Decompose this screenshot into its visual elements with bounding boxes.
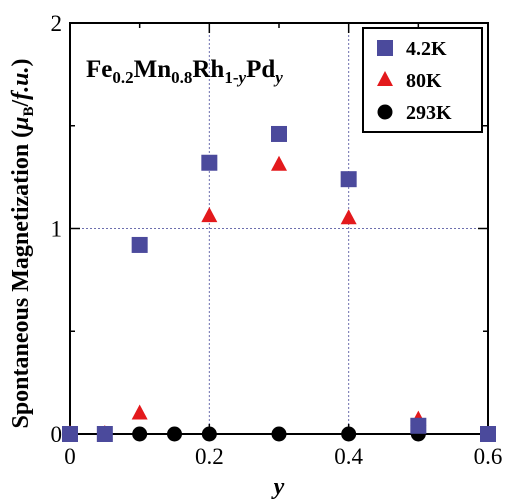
compound-subscript: y [273,68,283,87]
marker-circle [167,426,182,442]
marker-square [480,426,496,442]
legend-entry: 293K [377,102,452,124]
compound-element: Mn [134,56,172,83]
compound-element: Pd [246,56,275,83]
grid-layer [70,23,488,434]
y-axis-title-part: B [21,106,37,116]
legend-label: 293K [406,102,452,124]
y-tick-label: 2 [51,11,63,36]
legend: 4.2K 80K 293K [362,27,483,133]
legend-entries: 4.2K 80K 293K [377,38,452,124]
tick-labels: 0 0.2 0.4 0.6 0 1 2 [51,11,503,469]
compound-subscript: 1- [224,68,239,87]
marker-square [340,171,357,188]
compound-subscript: y [237,68,247,87]
marker-square [131,236,148,253]
y-tick-label: 1 [51,217,63,242]
y-axis-title-part: μ [8,116,34,131]
marker-circle [132,426,148,442]
marker-square [201,154,218,171]
legend-marker-circle [377,104,393,120]
data-markers [62,125,496,442]
marker-circle [201,426,217,442]
marker-circle [271,426,287,442]
marker-circle [341,426,357,442]
compound-subscript: 0.8 [171,68,192,87]
legend-entry: 4.2K [377,38,447,60]
x-tick-label: 0.6 [474,444,503,469]
legend-label: 80K [406,70,442,92]
y-axis-title-part: f.u. [8,66,34,99]
marker-square [271,125,287,142]
legend-marker-triangle [377,71,393,86]
marker-triangle [131,404,148,420]
marker-triangle [340,209,357,225]
y-axis-title: Spontaneous Magnetization (μB/f.u.) [8,58,37,428]
y-tick-label: 0 [51,422,63,447]
compound-label: Fe0.2Mn0.8Rh1-yPdy [86,56,283,87]
x-tick-label: 0 [64,444,76,469]
legend-label: 4.2K [406,38,447,60]
legend-marker-square [377,40,393,56]
marker-triangle [201,207,218,223]
compound-element: Rh [192,56,224,83]
legend-entry: 80K [377,70,442,92]
y-axis-title-part: / [8,99,34,107]
marker-square [62,426,78,442]
y-axis-title-part: ) [8,58,34,66]
compound-subscript: 0.2 [112,68,133,87]
x-axis-title: y [271,474,285,500]
x-tick-label: 0.2 [195,444,224,469]
marker-triangle [271,155,287,171]
marker-square [410,417,427,434]
marker-square [96,426,113,442]
compound-element: Fe [86,56,112,83]
y-axis-title-part: Spontaneous Magnetization ( [8,130,34,429]
x-tick-label: 0.4 [334,444,363,469]
